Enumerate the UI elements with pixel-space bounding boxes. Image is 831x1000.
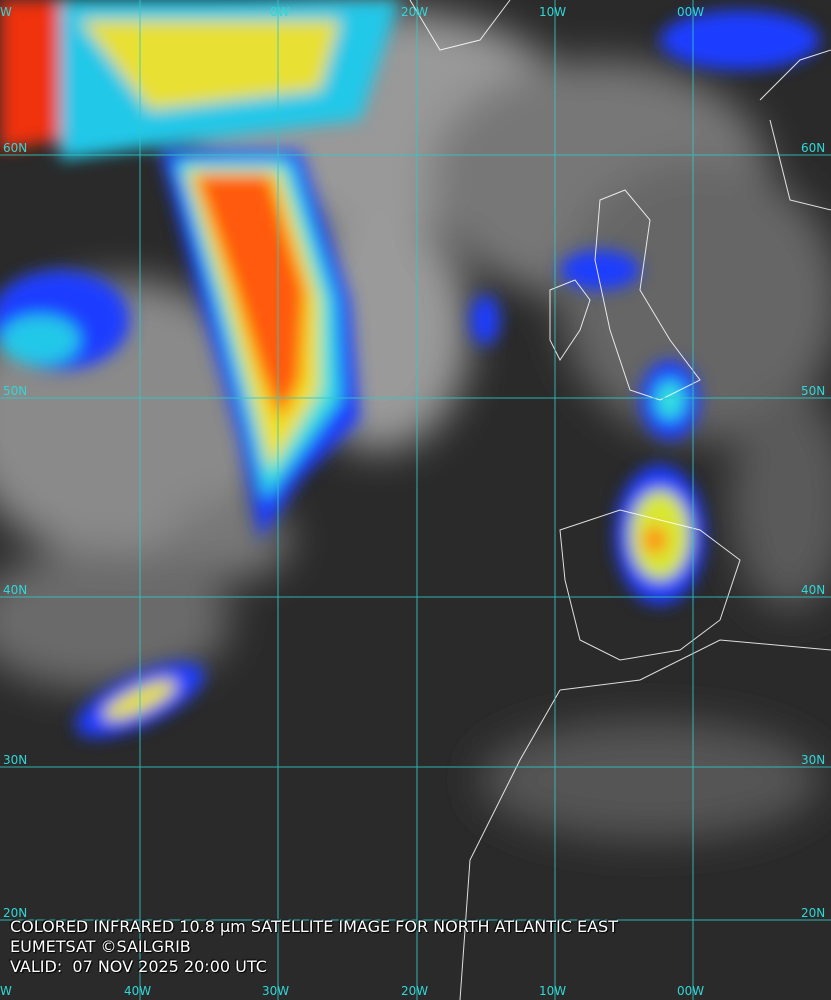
lon-label: W <box>0 5 12 19</box>
lat-label: 40N <box>3 583 27 597</box>
lat-label: 60N <box>3 141 27 155</box>
lat-label: 20N <box>801 906 825 920</box>
lon-label: 40W <box>124 984 151 998</box>
caption-source: EUMETSAT ©SAILGRIB <box>10 937 191 956</box>
lon-label: 10W <box>539 984 566 998</box>
lon-label: 00W <box>677 984 704 998</box>
lat-label: 60N <box>801 141 825 155</box>
lon-label: 20W <box>401 984 428 998</box>
lon-label: W <box>0 984 12 998</box>
lat-label: 50N <box>801 384 825 398</box>
lon-label: 10W <box>539 5 566 19</box>
lat-label: 20N <box>3 906 27 920</box>
lat-label: 30N <box>3 753 27 767</box>
caption-title: COLORED INFRARED 10.8 μm SATELLITE IMAGE… <box>10 917 618 936</box>
lat-label: 30N <box>801 753 825 767</box>
lon-label: 30W <box>262 984 289 998</box>
lon-label: 0W <box>270 5 290 19</box>
lat-label: 50N <box>3 384 27 398</box>
caption-valid: VALID: 07 NOV 2025 20:00 UTC <box>10 957 267 976</box>
lon-label: 20W <box>401 5 428 19</box>
lat-label: 40N <box>801 583 825 597</box>
coastlines <box>409 0 831 1000</box>
lon-label: 00W <box>677 5 704 19</box>
